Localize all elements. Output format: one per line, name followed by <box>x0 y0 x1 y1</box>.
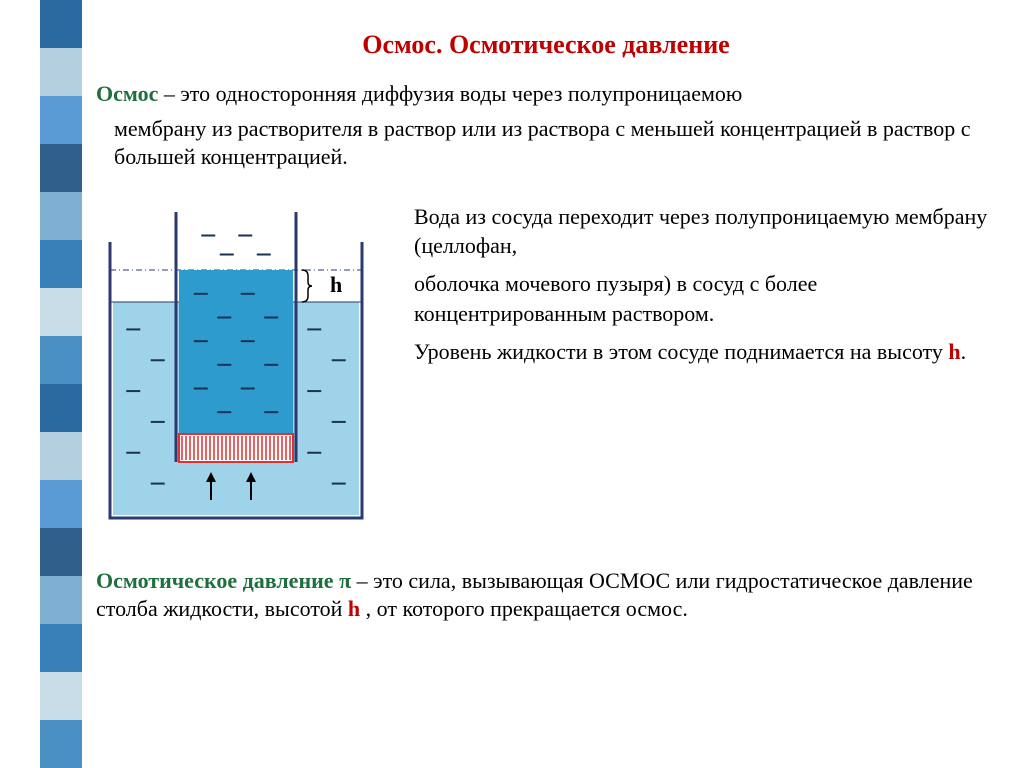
def1-body-2: мембрану из растворителя в раствор или и… <box>96 115 996 172</box>
svg-text:h: h <box>330 272 342 297</box>
mid-p3: Уровень жидкости в этом сосуде поднимает… <box>414 337 996 367</box>
slide-title: Осмос. Осмотическое давление <box>96 30 996 60</box>
term-osmos: Осмос <box>96 81 158 106</box>
side-chunk <box>40 192 82 240</box>
side-chunk <box>40 48 82 96</box>
mid-p1: Вода из сосуда переходит через полупрони… <box>414 202 996 261</box>
side-chunk <box>40 480 82 528</box>
def1-body-1: это односторонняя диффузия воды через по… <box>180 81 742 106</box>
side-chunk <box>40 624 82 672</box>
side-chunk <box>40 576 82 624</box>
dash: – <box>158 81 180 106</box>
side-chunk <box>40 0 82 48</box>
slide-content: Осмос. Осмотическое давление Осмос – это… <box>96 30 996 630</box>
middle-row: h Вода из сосуда переходит через полупро… <box>96 202 996 537</box>
side-chunk <box>40 144 82 192</box>
mid-p2: оболочка мочевого пузыря) в сосуд с боле… <box>414 269 996 328</box>
side-chunk <box>40 528 82 576</box>
mid-h: h <box>948 339 960 364</box>
side-decoration <box>40 0 82 768</box>
side-chunk <box>40 432 82 480</box>
mid-p3a: Уровень жидкости в этом сосуде поднимает… <box>414 339 948 364</box>
side-chunk <box>40 288 82 336</box>
term-osmotic-pressure: Осмотическое давление <box>96 568 339 593</box>
side-chunk <box>40 384 82 432</box>
def2-body-b: , от которого прекращается осмос. <box>360 596 688 621</box>
side-chunk <box>40 336 82 384</box>
side-chunk <box>40 240 82 288</box>
definition-osmotic-pressure: Осмотическое давление π – это сила, вызы… <box>96 567 996 624</box>
explanation-text: Вода из сосуда переходит через полупрони… <box>414 202 996 374</box>
side-chunk <box>40 96 82 144</box>
side-chunk <box>40 720 82 768</box>
diagram-svg: h <box>96 202 376 532</box>
mid-p3c: . <box>961 339 967 364</box>
def2-h: h <box>348 596 360 621</box>
pi-symbol: π <box>339 568 351 593</box>
osmosis-diagram: h <box>96 202 386 537</box>
side-chunk <box>40 672 82 720</box>
definition-osmos: Осмос – это односторонняя диффузия воды … <box>96 80 996 172</box>
dash2: – <box>351 568 373 593</box>
